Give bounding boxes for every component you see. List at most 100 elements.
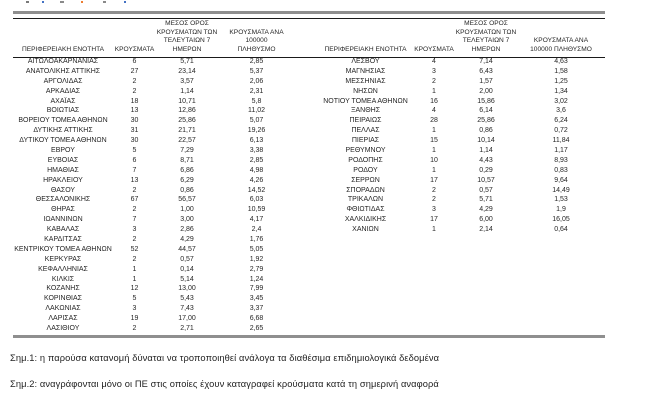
table-row: ΡΕΘΥΜΝΟΥ 1 1,14 1,17 xyxy=(318,146,605,156)
table-row: ΣΠΟΡΑΔΩΝ 2 0,57 14,49 xyxy=(318,186,605,196)
footnote-2: Σημ.2: αναγράφονται μόνο οι ΠΕ στις οποί… xyxy=(10,379,439,389)
avg7days-cell: 6,29 xyxy=(180,176,194,184)
region-cell: ΛΑΣΙΘΙΟΥ xyxy=(46,325,80,333)
table-row: ΠΕΛΛΑΣ 1 0,86 0,72 xyxy=(318,126,605,136)
table-body: ΛΕΣΒΟΥ 4 7,14 4,63 ΜΑΓΝΗΣΙΑΣ 3 6,43 1,58 ΜΕΣΣΗΝΙ… xyxy=(318,57,605,235)
table-row: ΑΡΓΟΛΙΔΑΣ 2 3,57 2,06 xyxy=(13,77,295,87)
avg7days-cell: 12,86 xyxy=(178,107,196,115)
per100k-cell: 6,03 xyxy=(249,196,264,204)
cases-cell: 1 xyxy=(432,87,436,95)
per100k-cell: 11,84 xyxy=(552,137,570,145)
region-cell: ΚΙΛΚΙΣ xyxy=(51,275,75,283)
region-cell: ΝΗΣΩΝ xyxy=(353,87,378,95)
table-row: ΚΟΖΑΝΗΣ 12 13,00 7,99 xyxy=(13,284,295,294)
cases-cell: 6 xyxy=(132,58,137,65)
avg7days-cell: 1,14 xyxy=(479,147,493,155)
per100k-cell: 16,05 xyxy=(552,216,570,224)
avg7days-cell: 10,14 xyxy=(477,137,495,145)
per100k-cell: 4,63 xyxy=(554,58,568,65)
cases-cell: 1 xyxy=(432,127,436,135)
per100k-cell: 3,6 xyxy=(556,107,566,115)
avg7days-cell: 17,00 xyxy=(178,315,196,323)
avg7days-cell: 5,43 xyxy=(180,295,194,303)
table-row: ΦΘΙΩΤΙΔΑΣ 3 4,29 1,9 xyxy=(318,205,605,215)
per100k-cell: 1,58 xyxy=(554,67,568,75)
region-cell: ΡΟΔΟΠΗΣ xyxy=(348,156,383,164)
per100k-cell: 6,13 xyxy=(249,137,264,145)
region-cell: ΡΕΘΥΜΝΟΥ xyxy=(345,147,386,155)
table-row: ΤΡΙΚΑΛΩΝ 2 5,71 1,53 xyxy=(318,195,605,205)
per100k-cell: 6,24 xyxy=(554,117,568,125)
avg7days-cell: 6,86 xyxy=(180,166,194,174)
top-thick-rule xyxy=(13,11,605,14)
cases-cell: 27 xyxy=(130,67,139,75)
region-cell: ΑΡΚΑΔΙΑΣ xyxy=(45,87,81,95)
region-cell: ΡΟΔΟΥ xyxy=(353,166,378,174)
per100k-cell: 2,85 xyxy=(249,58,264,65)
table-row: ΒΟΙΩΤΙΑΣ 13 12,86 11,02 xyxy=(13,106,295,116)
per100k-cell: 6,68 xyxy=(249,315,264,323)
table-row: ΘΑΣΟΥ 2 0,86 14,52 xyxy=(13,186,295,196)
cases-cell: 3 xyxy=(132,226,137,234)
table-row: ΔΥΤΙΚΗΣ ΑΤΤΙΚΗΣ 31 21,71 19,26 xyxy=(13,126,295,136)
region-cell: ΜΑΓΝΗΣΙΑΣ xyxy=(345,67,386,75)
avg7days-cell: 10,71 xyxy=(178,97,196,105)
table-row: ΚΕΡΚΥΡΑΣ 2 0,57 1,92 xyxy=(13,255,295,265)
table-header-row: ΠΕΡΙΦΕΡΕΙΑΚΗ ΕΝΟΤΗΤΑ ΚΡΟΥΣΜΑΤΑ ΜΕΣΟΣ ΟΡΟΣ … xyxy=(318,19,605,57)
cases-cell: 30 xyxy=(130,137,139,145)
per100k-cell: 11,02 xyxy=(248,107,265,115)
region-cell: ΤΡΙΚΑΛΩΝ xyxy=(347,196,384,204)
region-cell: ΧΑΛΚΙΔΙΚΗΣ xyxy=(344,216,387,224)
avg7days-cell: 56,57 xyxy=(178,196,196,204)
region-cell: ΚΕΦΑΛΛΗΝΙΑΣ xyxy=(38,265,88,273)
region-cell: ΒΟΙΩΤΙΑΣ xyxy=(46,107,80,115)
avg7days-cell: 5,14 xyxy=(180,275,194,283)
cases-cell: 3 xyxy=(132,305,137,313)
column-header: ΠΕΡΙΦΕΡΕΙΑΚΗ ΕΝΟΤΗΤΑ xyxy=(324,46,407,54)
table-body: ΑΙΤΩΛΟΑΚΑΡΝΑΝΙΑΣ 6 5,71 2,85 ΑΝΑΤΟΛΙΚΗΣ ΑΤΤΙ… xyxy=(13,57,295,334)
table-row: ΘΗΡΑΣ 2 1,00 10,59 xyxy=(13,205,295,215)
cases-cell: 4 xyxy=(432,107,436,115)
region-cell: ΝΟΤΙΟΥ ΤΟΜΕΑ ΑΘΗΝΩΝ xyxy=(323,97,408,105)
table-row: ΜΕΣΣΗΝΙΑΣ 2 1,57 1,25 xyxy=(318,77,605,87)
avg7days-cell: 0,57 xyxy=(479,186,493,194)
table-row: ΚΙΛΚΙΣ 1 5,14 1,24 xyxy=(13,275,295,285)
table-row: ΘΕΣΣΑΛΟΝΙΚΗΣ 67 56,57 6,03 xyxy=(13,195,295,205)
table-row: ΑΙΤΩΛΟΑΚΑΡΝΑΝΙΑΣ 6 5,71 2,85 xyxy=(13,57,295,67)
per100k-cell: 14,49 xyxy=(552,186,570,194)
per100k-cell: 4,17 xyxy=(249,216,264,224)
table-row: ΒΟΡΕΙΟΥ ΤΟΜΕΑ ΑΘΗΝΩΝ 30 25,86 5,07 xyxy=(13,116,295,126)
avg7days-cell: 4,29 xyxy=(180,236,194,244)
per100k-cell: 2,79 xyxy=(249,265,264,273)
avg7days-cell: 21,71 xyxy=(178,127,196,135)
region-cell: ΚΑΡΔΙΤΣΑΣ xyxy=(44,236,82,244)
per100k-cell: 3,02 xyxy=(554,97,568,105)
region-cell: ΘΗΡΑΣ xyxy=(51,206,75,214)
avg7days-cell: 2,71 xyxy=(180,325,194,333)
cases-cell: 7 xyxy=(132,216,137,224)
column-header: ΚΡΟΥΣΜΑΤΑ ΑΝΑ 100000 ΠΛΗΘΥΣΜΟ xyxy=(530,37,592,54)
avg7days-cell: 7,29 xyxy=(180,147,194,155)
table-row: ΕΥΒΟΙΑΣ 6 8,71 2,85 xyxy=(13,156,295,166)
region-cell: ΚΕΝΤΡΙΚΟΥ ΤΟΜΕΑ ΑΘΗΝΩΝ xyxy=(14,245,112,253)
cases-cell: 5 xyxy=(132,295,137,303)
table-row: ΛΑΚΩΝΙΑΣ 3 7,43 3,37 xyxy=(13,304,295,314)
avg7days-cell: 1,00 xyxy=(180,206,194,214)
table-row: ΔΥΤΙΚΟΥ ΤΟΜΕΑ ΑΘΗΝΩΝ 30 22,57 6,13 xyxy=(13,136,295,146)
cases-cell: 1 xyxy=(132,265,137,273)
region-cell: ΗΡΑΚΛΕΙΟΥ xyxy=(43,176,83,184)
cases-cell: 2 xyxy=(132,186,137,194)
table-row: ΞΑΝΘΗΣ 4 6,14 3,6 xyxy=(318,106,605,116)
avg7days-cell: 3,00 xyxy=(180,216,194,224)
table-row: ΠΕΙΡΑΙΩΣ 28 25,86 6,24 xyxy=(318,116,605,126)
cases-cell: 1 xyxy=(132,275,137,283)
avg7days-cell: 5,71 xyxy=(479,196,493,204)
cases-cell: 2 xyxy=(132,87,137,95)
table-row: ΛΑΣΙΘΙΟΥ 2 2,71 2,65 xyxy=(13,324,295,334)
region-cell: ΙΩΑΝΝΙΝΩΝ xyxy=(43,216,83,224)
per100k-cell: 9,64 xyxy=(554,176,568,184)
region-cell: ΠΙΕΡΙΑΣ xyxy=(351,137,380,145)
region-cell: ΔΥΤΙΚΗΣ ΑΤΤΙΚΗΣ xyxy=(33,127,93,135)
per100k-cell: 0,72 xyxy=(554,127,568,135)
